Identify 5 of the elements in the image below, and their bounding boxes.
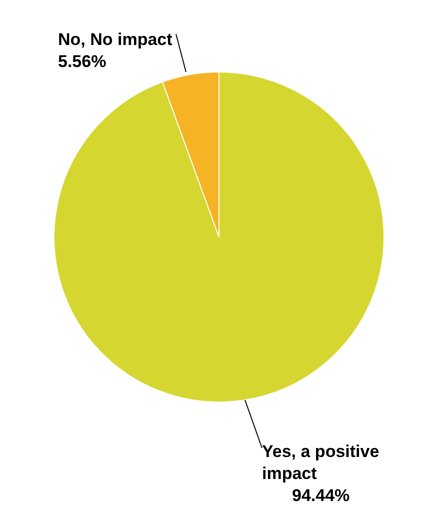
slice-label: Yes, a positive impact <box>262 442 380 483</box>
data-label: 5.56% <box>58 52 106 71</box>
data-label: 94.44% <box>292 486 350 505</box>
slice-label: No, No impact <box>58 30 173 49</box>
pie-slice <box>54 72 384 402</box>
